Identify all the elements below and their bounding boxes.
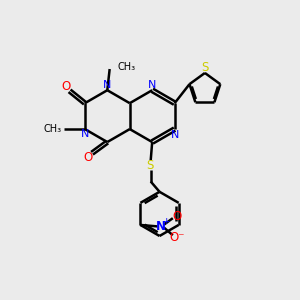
Text: S: S [146, 159, 154, 172]
Text: S: S [201, 61, 208, 74]
Text: N: N [171, 130, 179, 140]
Text: O: O [61, 80, 70, 94]
Text: O: O [172, 210, 181, 223]
Text: N: N [103, 80, 112, 90]
Text: O⁻: O⁻ [170, 230, 185, 244]
Text: O: O [84, 151, 93, 164]
Text: N: N [156, 220, 166, 233]
Text: +: + [162, 217, 169, 226]
Text: N: N [147, 80, 156, 90]
Text: N: N [81, 129, 89, 139]
Text: CH₃: CH₃ [43, 124, 61, 134]
Text: CH₃: CH₃ [118, 62, 136, 72]
